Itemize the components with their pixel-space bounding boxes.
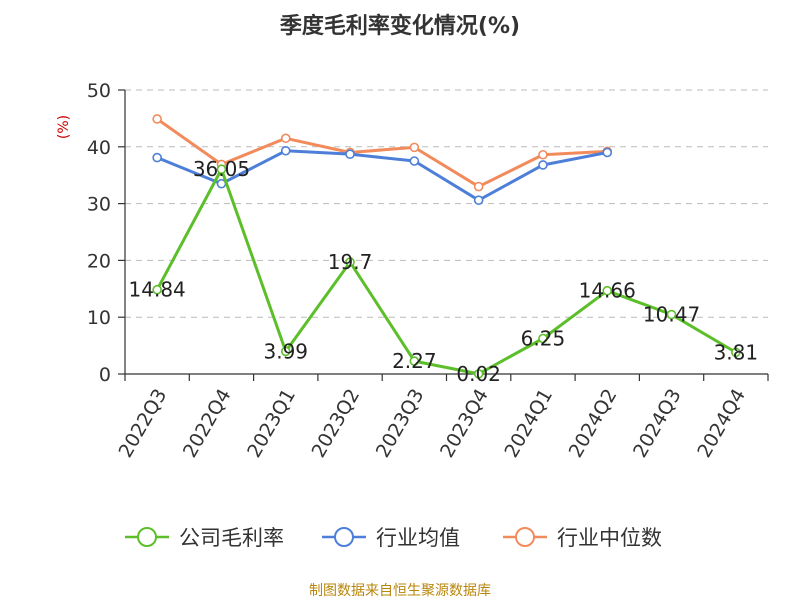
series-point <box>345 149 355 159</box>
data-label: 14.84 <box>129 278 186 302</box>
data-label: 2.27 <box>392 349 437 373</box>
series-point <box>473 195 484 205</box>
x-tick-label: 2023Q3 <box>372 385 429 461</box>
legend-swatch-marker <box>137 527 157 547</box>
series-point <box>152 114 162 124</box>
data-label: 0.02 <box>456 362 501 386</box>
x-tick-label: 2022Q4 <box>179 385 236 461</box>
legend-swatch-marker <box>334 527 354 547</box>
y-tick-label: 10 <box>87 307 111 329</box>
data-label: 3.81 <box>714 340 759 364</box>
series-point <box>538 333 548 344</box>
series-line <box>156 149 608 202</box>
y-tick-label: 50 <box>87 80 111 102</box>
legend-label: 公司毛利率 <box>179 526 284 550</box>
data-label: 6.25 <box>521 327 566 351</box>
series-point <box>602 147 613 158</box>
y-tick-label: 40 <box>87 137 111 159</box>
series-point <box>409 156 420 166</box>
series-point <box>473 181 484 192</box>
series-point <box>666 309 677 320</box>
series-point <box>409 142 420 153</box>
data-label: 36.05 <box>193 157 250 181</box>
legend-label: 行业均值 <box>376 526 460 550</box>
grid-lines <box>125 89 768 318</box>
series-line <box>155 167 737 376</box>
chart-title: 季度毛利率变化情况(%) <box>280 13 520 39</box>
data-label: 3.99 <box>263 339 308 363</box>
series-point <box>280 346 291 357</box>
series-point <box>152 284 162 295</box>
data-label: 14.66 <box>579 279 636 303</box>
y-tick-label: 30 <box>87 194 111 216</box>
series-point <box>602 285 613 296</box>
legend-label: 行业中位数 <box>557 526 662 550</box>
series-point <box>538 160 548 170</box>
x-tick-label: 2024Q4 <box>693 385 750 461</box>
source-note: 制图数据来自恒生聚源数据库 <box>309 583 491 599</box>
series-point <box>152 152 162 163</box>
series-line <box>156 117 608 189</box>
x-tick-label: 2023Q1 <box>243 385 300 461</box>
series-point <box>216 164 227 175</box>
series-group <box>152 114 741 379</box>
data-labels: 14.84 36.05 3.99 19.7 2.27 0.02 6.25 14.66 10.47… <box>129 157 759 386</box>
legend-swatch-marker <box>515 527 535 547</box>
legend: 公司毛利率 行业均值 行业中位数 <box>125 526 662 550</box>
series-point <box>345 257 355 267</box>
series-point <box>473 369 484 379</box>
x-tick-label: 2022Q3 <box>115 385 172 461</box>
series-point <box>409 356 420 366</box>
x-tick-label: 2024Q1 <box>500 385 557 461</box>
x-tick-label: 2023Q4 <box>436 385 493 461</box>
data-label: 19.7 <box>328 250 373 274</box>
y-axis-unit: (%) <box>56 115 72 139</box>
y-tick-label: 0 <box>99 364 111 386</box>
series-point <box>731 347 741 358</box>
series-point <box>280 145 291 156</box>
series-point <box>280 133 291 144</box>
data-label: 10.47 <box>643 303 700 327</box>
series-point <box>538 149 548 160</box>
x-tick-label: 2023Q2 <box>307 385 364 461</box>
x-tick-label: 2024Q2 <box>565 385 622 461</box>
y-tick-label: 20 <box>87 250 111 272</box>
x-tick-label: 2024Q3 <box>629 385 686 461</box>
